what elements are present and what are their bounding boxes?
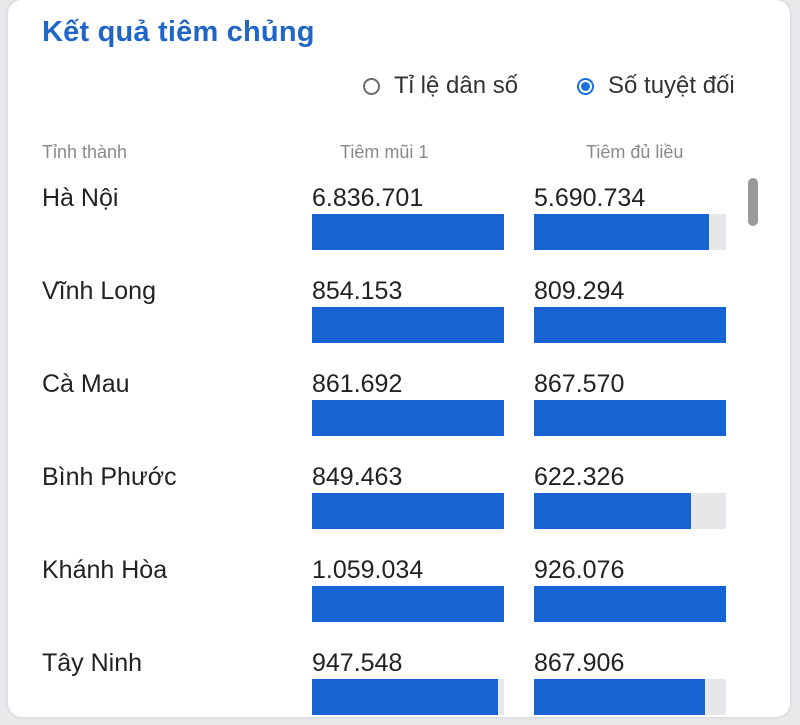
- dose1-bar: [312, 586, 504, 622]
- dose1-bar-track: [312, 214, 504, 250]
- dose1-value: 849.463: [312, 463, 403, 491]
- column-header-full: Tiêm đủ liều: [586, 142, 684, 162]
- column-header-province: Tỉnh thành: [42, 142, 128, 162]
- dose1-bar: [312, 307, 504, 343]
- table-row: Bình Phước 849.463 622.326: [8, 457, 748, 550]
- full-dose-bar: [534, 586, 726, 622]
- list-scrollbar[interactable]: [748, 178, 758, 226]
- province-list[interactable]: Hà Nội 6.836.701 5.690.734 Vĩnh Long 854.153…: [8, 0, 748, 717]
- full-dose-bar-track: [534, 307, 726, 343]
- full-dose-bar-track: [534, 214, 726, 250]
- dose1-value: 861.692: [312, 370, 403, 398]
- full-dose-bar-track: [534, 400, 726, 436]
- dose1-value: 6.836.701: [312, 184, 424, 212]
- dose1-value: 947.548: [312, 649, 403, 677]
- full-dose-bar: [534, 493, 692, 529]
- vaccination-results-card: Kết quả tiêm chủng Tỉ lệ dân số Số tuyệt…: [8, 0, 790, 717]
- full-dose-bar: [534, 307, 726, 343]
- province-name: Hà Nội: [42, 184, 119, 212]
- table-row: Vĩnh Long 854.153 809.294: [8, 271, 748, 364]
- full-dose-value: 867.906: [534, 649, 625, 677]
- mode-absolute-option[interactable]: Số tuyệt đối: [577, 72, 735, 100]
- dose1-bar: [312, 679, 499, 715]
- radio-population-ratio[interactable]: [363, 77, 380, 95]
- province-name: Cà Mau: [42, 370, 130, 398]
- full-dose-value: 622.326: [534, 463, 625, 491]
- full-dose-bar-track: [534, 586, 726, 622]
- dose1-bar-track: [312, 307, 504, 343]
- dose1-bar: [312, 493, 504, 529]
- table-row: Tây Ninh 947.548 867.906: [8, 643, 748, 717]
- full-dose-value: 926.076: [534, 556, 625, 584]
- table-row: Hà Nội 6.836.701 5.690.734: [8, 178, 748, 271]
- radio-absolute[interactable]: [577, 77, 594, 95]
- dose1-bar-track: [312, 493, 504, 529]
- full-dose-bar: [534, 400, 726, 436]
- card-title: Kết quả tiêm chủng: [42, 16, 315, 48]
- dose1-bar-track: [312, 586, 504, 622]
- dose1-bar: [312, 214, 504, 250]
- province-name: Khánh Hòa: [42, 556, 168, 584]
- dose1-bar-track: [312, 400, 504, 436]
- mode-population-ratio-option[interactable]: Tỉ lệ dân số: [363, 72, 518, 100]
- full-dose-value: 867.570: [534, 370, 625, 398]
- full-dose-value: 5.690.734: [534, 184, 646, 212]
- province-name: Vĩnh Long: [42, 277, 156, 305]
- full-dose-bar: [534, 679, 705, 715]
- table-row: Cà Mau 861.692 867.570: [8, 364, 748, 457]
- mode-population-ratio-label: Tỉ lệ dân số: [394, 72, 519, 99]
- province-name: Tây Ninh: [42, 649, 143, 677]
- table-row: Khánh Hòa 1.059.034 926.076: [8, 550, 748, 643]
- full-dose-value: 809.294: [534, 277, 625, 305]
- dose1-value: 854.153: [312, 277, 403, 305]
- dose1-bar: [312, 400, 504, 436]
- column-header-dose1: Tiêm mũi 1: [340, 142, 429, 162]
- full-dose-bar-track: [534, 493, 726, 529]
- province-name: Bình Phước: [42, 463, 177, 491]
- dose1-bar-track: [312, 679, 504, 715]
- full-dose-bar: [534, 214, 709, 250]
- full-dose-bar-track: [534, 679, 726, 715]
- dose1-value: 1.059.034: [312, 556, 424, 584]
- mode-absolute-label: Số tuyệt đối: [608, 72, 735, 99]
